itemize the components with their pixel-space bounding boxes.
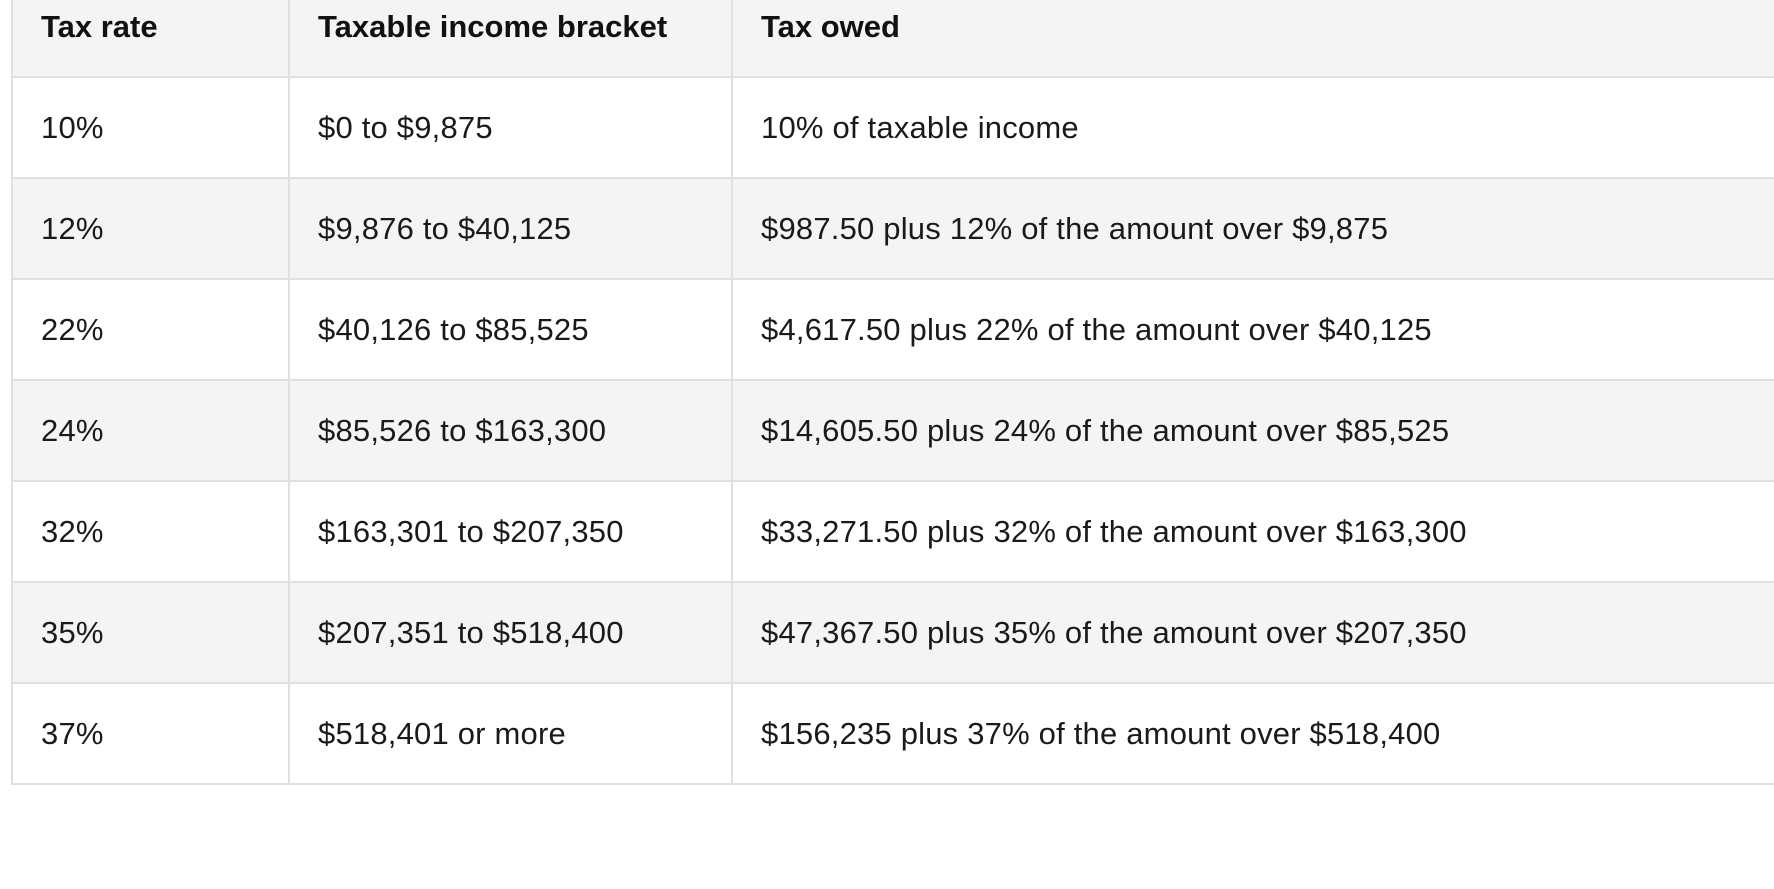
cell-income-bracket: $207,351 to $518,400: [288, 581, 733, 684]
cell-tax-owed: $156,235 plus 37% of the amount over $51…: [731, 682, 1774, 785]
cell-income-bracket: $40,126 to $85,525: [288, 278, 733, 381]
cell-tax-owed: $14,605.50 plus 24% of the amount over $…: [731, 379, 1774, 482]
table-row: 32% $163,301 to $207,350 $33,271.50 plus…: [11, 480, 1774, 583]
cell-tax-rate: 37%: [11, 682, 290, 785]
table-row: 24% $85,526 to $163,300 $14,605.50 plus …: [11, 379, 1774, 482]
table-row: 12% $9,876 to $40,125 $987.50 plus 12% o…: [11, 177, 1774, 280]
table-row: 35% $207,351 to $518,400 $47,367.50 plus…: [11, 581, 1774, 684]
cell-tax-owed: $4,617.50 plus 22% of the amount over $4…: [731, 278, 1774, 381]
cell-tax-rate: 12%: [11, 177, 290, 280]
cell-tax-rate: 24%: [11, 379, 290, 482]
header-tax-owed: Tax owed: [731, 0, 1774, 78]
cell-income-bracket: $85,526 to $163,300: [288, 379, 733, 482]
cell-income-bracket: $163,301 to $207,350: [288, 480, 733, 583]
header-taxable-income-bracket: Taxable income bracket: [288, 0, 733, 78]
cell-tax-owed: $987.50 plus 12% of the amount over $9,8…: [731, 177, 1774, 280]
cell-tax-owed: 10% of taxable income: [731, 76, 1774, 179]
tax-bracket-table: Tax rate Taxable income bracket Tax owed…: [11, 0, 1774, 785]
cell-tax-rate: 35%: [11, 581, 290, 684]
header-row: Tax rate Taxable income bracket Tax owed: [11, 0, 1774, 78]
tax-bracket-table-container: Tax rate Taxable income bracket Tax owed…: [11, 0, 1774, 785]
table-body: 10% $0 to $9,875 10% of taxable income 1…: [11, 76, 1774, 785]
cell-tax-rate: 32%: [11, 480, 290, 583]
header-tax-rate: Tax rate: [11, 0, 290, 78]
table-row: 22% $40,126 to $85,525 $4,617.50 plus 22…: [11, 278, 1774, 381]
cell-income-bracket: $0 to $9,875: [288, 76, 733, 179]
cell-tax-owed: $47,367.50 plus 35% of the amount over $…: [731, 581, 1774, 684]
cell-tax-owed: $33,271.50 plus 32% of the amount over $…: [731, 480, 1774, 583]
table-header: Tax rate Taxable income bracket Tax owed: [11, 0, 1774, 78]
table-row: 10% $0 to $9,875 10% of taxable income: [11, 76, 1774, 179]
cell-tax-rate: 22%: [11, 278, 290, 381]
cell-income-bracket: $9,876 to $40,125: [288, 177, 733, 280]
table-row: 37% $518,401 or more $156,235 plus 37% o…: [11, 682, 1774, 785]
cell-tax-rate: 10%: [11, 76, 290, 179]
cell-income-bracket: $518,401 or more: [288, 682, 733, 785]
